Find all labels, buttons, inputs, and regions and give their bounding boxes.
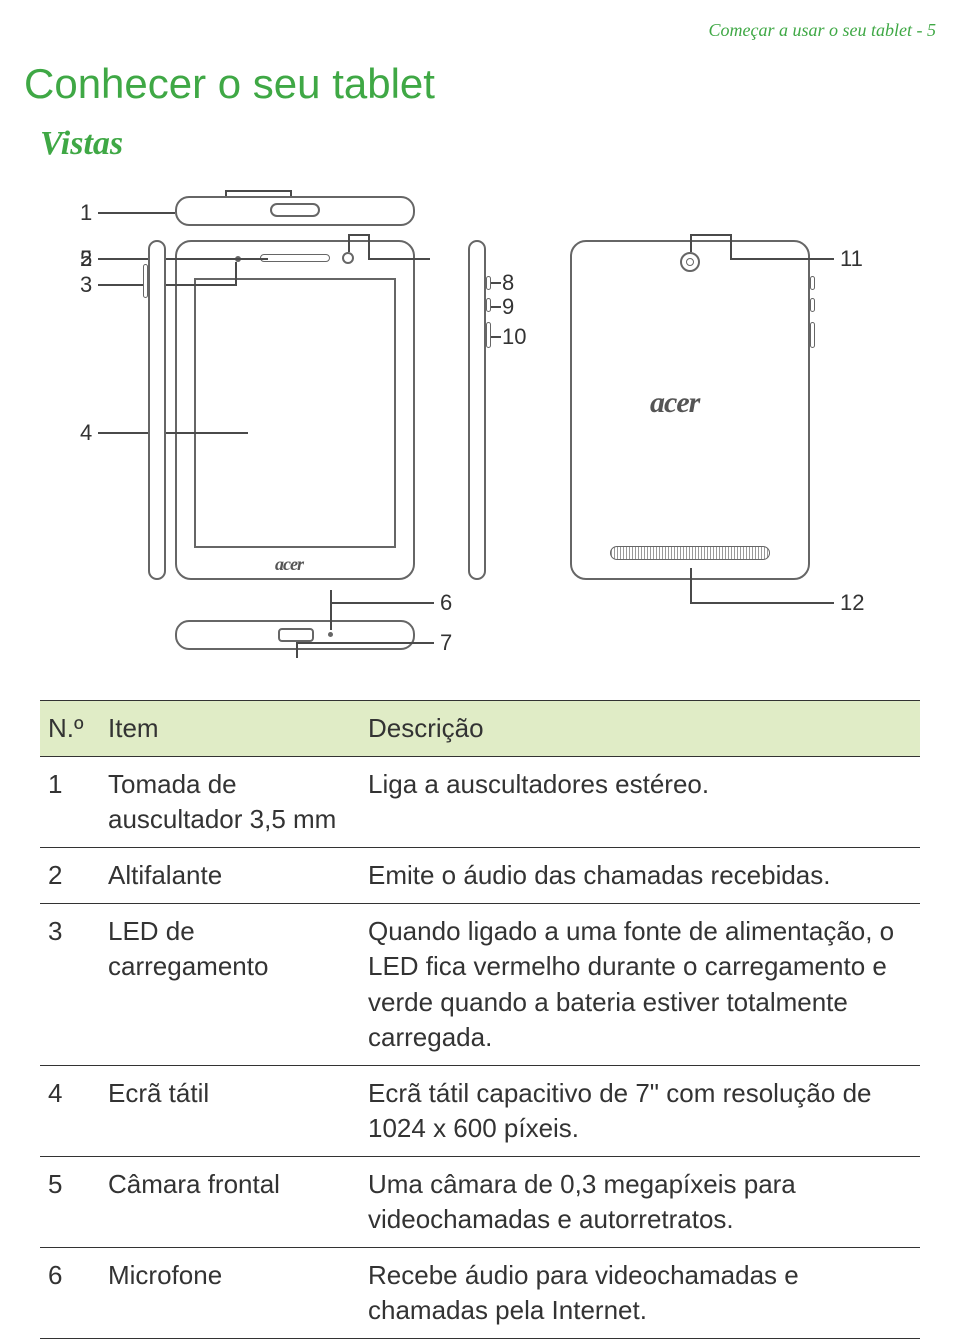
cell-num: 4 [40,1065,100,1156]
cell-desc: Ecrã tátil capacitivo de 7" com resoluçã… [360,1065,920,1156]
callout-11: 11 [840,246,863,272]
cell-num: 1 [40,757,100,848]
lead-7v [296,642,298,658]
lead-5h1 [348,234,368,236]
section-subtitle: Vistas [40,125,123,163]
lead-2 [98,258,268,260]
callout-9: 9 [502,294,514,320]
lead-11v [690,234,692,252]
front-camera [342,252,354,264]
components-table: N.º Item Descrição 1 Tomada de auscultad… [40,700,920,1339]
lead-11v2 [730,234,732,258]
back-btn-b [810,298,815,312]
right-side-view [468,240,486,580]
cell-item: Tomada de auscultador 3,5 mm [100,757,360,848]
page-header: Começar a usar o seu tablet - 5 [709,20,936,41]
acer-logo-front: acer [275,554,303,575]
callout-12: 12 [840,590,864,616]
lead-11h2 [730,258,834,260]
callout-3: 3 [80,272,92,298]
cell-item: LED de carregamento [100,904,360,1065]
lead-6v [330,590,332,630]
lead-5h3 [368,258,430,260]
table-row: 6 Microfone Recebe áudio para videochama… [40,1248,920,1339]
cell-item: Microfone [100,1248,360,1339]
cell-item: Ecrã tátil [100,1065,360,1156]
right-btn-9 [486,298,491,312]
bottom-edge-mic [328,632,333,637]
table-row: 5 Câmara frontal Uma câmara de 0,3 megap… [40,1156,920,1247]
back-btn-c [810,322,815,348]
lead-8 [491,282,501,284]
lead-5v2 [368,234,370,258]
cell-num: 6 [40,1248,100,1339]
callout-4: 4 [80,420,92,446]
right-btn-10 [486,322,491,348]
tick-1-bar [225,190,292,192]
cell-item: Altifalante [100,848,360,904]
col-desc-header: Descrição [360,701,920,757]
table-header-row: N.º Item Descrição [40,701,920,757]
lead-4 [98,432,248,434]
table-row: 3 LED de carregamento Quando ligado a um… [40,904,920,1065]
views-diagram: 1 2 3 4 5 8 9 10 6 7 11 12 acer [80,190,880,680]
cell-desc: Emite o áudio das chamadas recebidas. [360,848,920,904]
lead-3v [235,262,237,286]
table-row: 2 Altifalante Emite o áudio das chamadas… [40,848,920,904]
table-row: 4 Ecrã tátil Ecrã tátil capacitivo de 7"… [40,1065,920,1156]
callout-8: 8 [502,270,514,296]
lead-12 [690,602,834,604]
callout-10: 10 [502,324,526,350]
callout-5: 5 [80,246,92,272]
cell-desc: Quando ligado a uma fonte de alimentação… [360,904,920,1065]
rear-camera-dot [686,258,694,266]
cell-num: 2 [40,848,100,904]
callout-1: 1 [80,200,92,226]
lead-6 [330,602,434,604]
table-row: 1 Tomada de auscultador 3,5 mm Liga a au… [40,757,920,848]
left-side-button [143,264,148,298]
lead-7 [296,642,434,644]
lead-3 [98,284,235,286]
lead-5v [348,234,350,252]
left-side-view [148,240,166,580]
callout-7: 7 [440,630,452,656]
page-title: Conhecer o seu tablet [24,60,435,108]
front-speaker [260,254,330,262]
back-btn-a [810,276,815,290]
callout-6: 6 [440,590,452,616]
top-edge-slot [270,203,320,217]
cell-num: 3 [40,904,100,1065]
acer-logo-back: acer [650,386,699,420]
cell-desc: Recebe áudio para videochamadas e chamad… [360,1248,920,1339]
col-num-header: N.º [40,701,100,757]
lead-9 [491,306,501,308]
cell-item: Câmara frontal [100,1156,360,1247]
cell-num: 5 [40,1156,100,1247]
cell-desc: Uma câmara de 0,3 megapíxeis para videoc… [360,1156,920,1247]
bottom-edge-port [278,628,314,642]
lead-1 [98,212,175,214]
lead-10 [491,336,501,338]
front-tablet-screen [194,278,396,548]
col-item-header: Item [100,701,360,757]
lead-12v [690,568,692,602]
lead-11h1 [690,234,730,236]
rear-speaker [610,546,770,560]
cell-desc: Liga a auscultadores estéreo. [360,757,920,848]
